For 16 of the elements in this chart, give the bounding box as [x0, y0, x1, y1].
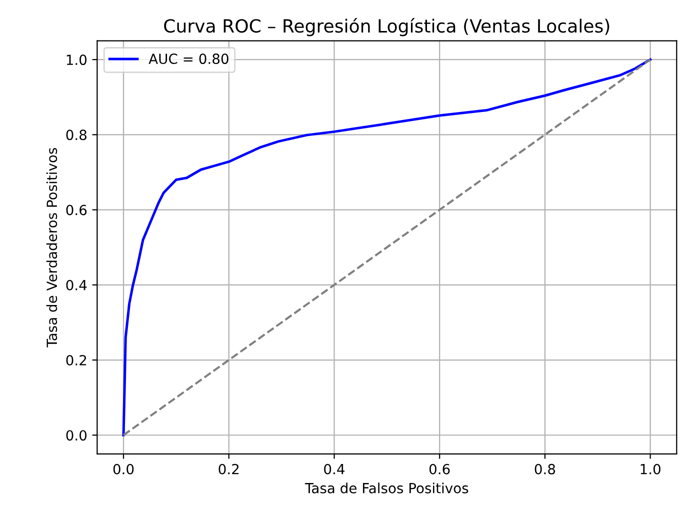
- x-tick-label: 0.2: [218, 464, 239, 474]
- y-tick-label: 1.0: [66, 54, 87, 66]
- x-tick-label: 0.6: [429, 464, 450, 474]
- y-tick-label: 0.4: [66, 280, 87, 290]
- x-tick-label: 0.0: [113, 464, 134, 474]
- y-axis-title: Tasa de Verdaderos Positivos: [46, 148, 58, 348]
- legend-label: AUC = 0.80: [148, 54, 228, 64]
- x-tick-label: 0.4: [324, 464, 344, 474]
- y-tick-label: 0.2: [66, 354, 86, 366]
- y-tick-label: 0.8: [66, 130, 86, 140]
- x-tick-label: 1.0: [640, 464, 660, 474]
- chart-title: Curva ROC – Regresión Logística (Ventas Locales): [164, 18, 610, 36]
- y-tick-label: 0.6: [66, 204, 87, 216]
- y-tick-label: 0.0: [66, 430, 87, 441]
- x-tick-label: 0.8: [534, 464, 556, 474]
- x-axis-title: Tasa de Falsos Positivos: [304, 482, 468, 494]
